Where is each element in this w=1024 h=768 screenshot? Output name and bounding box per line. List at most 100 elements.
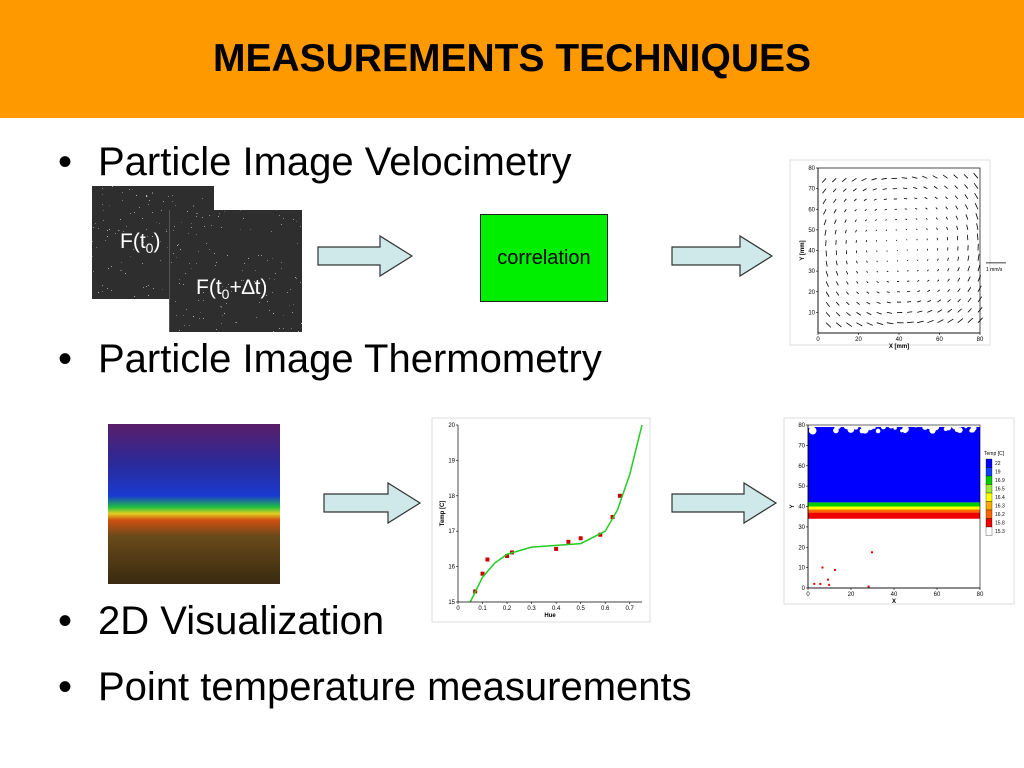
speckle [222,286,224,288]
speckle [297,330,299,332]
blob [808,426,817,435]
speckle [224,312,226,314]
speckle [197,300,199,302]
spot [819,582,822,585]
arrows [317,234,778,525]
y-tick-label: 10 [798,566,805,572]
vector [933,185,938,189]
vector [844,209,847,213]
vector [825,291,830,297]
bullet: Point temperature measurements [58,665,692,710]
correlation-box: correlation [480,214,608,302]
vector [856,322,863,327]
speckle [255,270,257,272]
vector [917,280,920,282]
vector [937,258,939,261]
vector [927,319,934,324]
speckle [92,226,94,228]
label-part: +∆t) [229,276,268,299]
speckle [134,296,136,298]
point [554,546,559,551]
vector [974,202,979,210]
x-tick-label: 0.5 [576,606,585,612]
vector [937,279,940,282]
vector [825,270,829,277]
vector [907,301,912,303]
vector [886,270,889,273]
vector [874,208,877,211]
speckle [280,223,282,225]
vector [953,174,958,179]
region [808,502,980,507]
y-tick-label: 19 [448,458,455,464]
label-part: ) [153,230,161,253]
vector [957,267,960,272]
vector [967,265,971,272]
speckle [102,193,104,195]
vector [967,297,972,303]
vector [866,291,870,294]
speckle [243,280,245,282]
speckle [120,269,122,271]
vector [835,291,840,296]
speckle [234,322,236,324]
x-tick-label: 0.6 [601,606,610,612]
speckle [168,195,170,197]
vector [866,322,873,326]
speckle [151,249,153,251]
vector [835,312,841,317]
spot [826,578,829,581]
vector [824,229,827,236]
speckle [241,270,243,272]
speckle [193,206,195,208]
speckle [215,265,217,267]
vector [854,208,857,212]
speckle [220,323,222,325]
vector [861,177,867,182]
image-frame: F(t0+∆t) [169,210,302,332]
speckle [280,267,282,269]
speckle [203,318,205,320]
speckle [201,197,203,199]
blob [833,427,839,434]
vector [875,219,877,221]
speckle [222,315,224,317]
frame-label: F(t0) [120,230,160,256]
speckle [142,242,144,244]
speckle [179,330,181,332]
speckle [107,268,109,270]
speckle [152,191,154,193]
legend-label: 16.4 [995,495,1005,501]
speckle [147,295,149,297]
x-tick-label: 0.3 [527,606,536,612]
vector [947,268,950,272]
speckle [278,215,280,217]
speckle [101,285,103,287]
vector [924,196,928,200]
vector [821,178,827,183]
vector [822,188,827,194]
x-tick-label: 0 [816,337,820,343]
y-axis-label: Temp [C] [440,501,446,527]
vector [915,218,918,220]
speckle [175,256,177,258]
region [808,506,980,510]
speckle [250,228,252,230]
vector [876,260,878,263]
speckle [135,194,137,196]
vector [923,186,928,189]
fit-line [469,424,643,603]
vector [942,174,948,179]
vector [917,290,921,293]
bullet: Particle Image Velocimetry [58,140,572,185]
vector [916,259,919,262]
blob [900,429,904,433]
vector [856,301,860,305]
speckle [92,256,94,257]
speckle [299,225,301,227]
vector [976,223,979,230]
legend-swatch [985,484,993,494]
speckle [218,288,220,290]
speckle [215,328,217,330]
vector [914,197,918,200]
